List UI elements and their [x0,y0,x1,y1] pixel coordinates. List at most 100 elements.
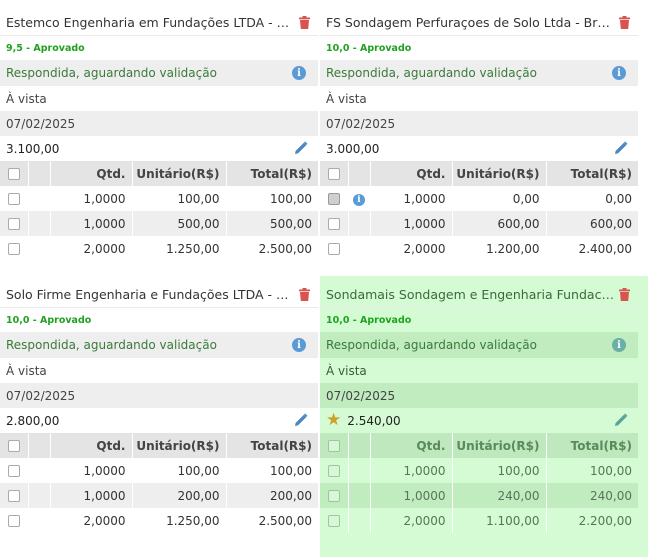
total-price: 2.540,00 [347,413,401,428]
header-total[interactable]: Total(R$) [570,166,632,181]
item-total: 2.500,00 [258,241,312,256]
proposal-date: 07/02/2025 [320,383,638,408]
header-total[interactable]: Total(R$) [250,438,312,453]
table-row: 1,0000 200,00 200,00 [0,483,318,508]
row-checkbox[interactable] [0,236,29,261]
item-total: 100,00 [270,463,312,478]
price-row: ★ 2.540,00 [320,408,638,433]
grade-badge: 9,5 - Aprovado [6,42,85,54]
row-checkbox[interactable] [0,211,29,236]
header-unit[interactable]: Unitário(R$) [452,433,547,458]
payment-terms: À vista [326,91,367,106]
header-unit[interactable]: Unitário(R$) [452,161,547,186]
proposal-date: 07/02/2025 [0,383,318,408]
row-checkbox[interactable] [320,236,349,261]
header-total[interactable]: Total(R$) [570,438,632,453]
pencil-icon[interactable] [294,140,310,157]
table-row: 2,0000 1.250,00 2.500,00 [0,236,318,261]
item-qtd: 1,0000 [370,483,453,508]
proposal-card-winner: Sondamais Sondagem e Engenharia Fundacoe… [320,276,648,557]
table-row: 1,0000 100,00 100,00 [320,458,638,483]
item-unit: 1.250,00 [132,508,227,533]
item-qtd: 1,0000 [370,458,453,483]
item-total: 2.400,00 [578,241,632,256]
select-all-checkbox[interactable] [0,161,29,186]
row-checkbox[interactable] [0,186,29,211]
table-row: 2,0000 1.100,00 2.200,00 [320,508,638,533]
status-row: Respondida, aguardando validação i [320,332,638,358]
proposal-card: FS Sondagem Perfuraçoes de Solo Ltda - B… [320,10,638,261]
trash-icon[interactable] [296,287,312,303]
item-total: 0,00 [605,191,632,206]
status-row: Respondida, aguardando validação i [320,60,638,86]
header-unit[interactable]: Unitário(R$) [132,161,227,186]
status-text: Respondida, aguardando validação [326,66,537,80]
item-total: 2.200,00 [578,513,632,528]
price-row: 3.100,00 [0,136,318,161]
items-table: Qtd. Unitário(R$) Total(R$) i 1,0000 0,0… [320,161,638,261]
price-row: 3.000,00 [320,136,638,161]
info-icon[interactable]: i [612,66,626,80]
items-table: Qtd. Unitário(R$) Total(R$) 1,0000 100,0… [0,161,318,261]
header-unit[interactable]: Unitário(R$) [132,433,227,458]
trash-icon[interactable] [616,15,632,31]
item-unit: 100,00 [132,186,227,211]
header-qtd[interactable]: Qtd. [370,161,453,186]
info-icon[interactable]: i [292,338,306,352]
item-unit: 0,00 [452,186,547,211]
info-icon[interactable]: i [353,194,365,206]
item-total: 100,00 [590,463,632,478]
item-qtd: 1,0000 [50,211,133,236]
supplier-name: FS Sondagem Perfuraçoes de Solo Ltda - B… [326,15,616,30]
proposal-date: 07/02/2025 [320,111,638,136]
select-all-checkbox[interactable] [320,433,349,458]
table-row: 2,0000 1.200,00 2.400,00 [320,236,638,261]
item-unit: 500,00 [132,211,227,236]
header-qtd[interactable]: Qtd. [50,161,133,186]
proposal-card: Estemco Engenharia em Fundações LTDA - G… [0,10,318,261]
row-checkbox[interactable] [0,508,29,533]
pencil-icon[interactable] [294,412,310,429]
row-checkbox[interactable] [320,483,349,508]
header-qtd[interactable]: Qtd. [50,433,133,458]
item-unit: 1.250,00 [132,236,227,261]
item-qtd: 1,0000 [370,186,453,211]
proposal-header: FS Sondagem Perfuraçoes de Solo Ltda - B… [320,10,638,36]
status-text: Respondida, aguardando validação [326,338,537,352]
trash-icon[interactable] [296,15,312,31]
row-checkbox [320,186,349,211]
row-checkbox[interactable] [320,508,349,533]
pencil-icon[interactable] [614,412,630,429]
item-total: 500,00 [270,216,312,231]
status-row: Respondida, aguardando validação i [0,60,318,86]
supplier-name: Solo Firme Engenharia e Fundações LTDA -… [6,287,296,302]
header-qtd[interactable]: Qtd. [370,433,453,458]
proposal-header: Sondamais Sondagem e Engenharia Fundacoe… [320,282,638,308]
table-row: 2,0000 1.250,00 2.500,00 [0,508,318,533]
item-unit: 1.200,00 [452,236,547,261]
row-checkbox[interactable] [320,458,349,483]
proposal-header: Estemco Engenharia em Fundações LTDA - G… [0,10,318,36]
item-qtd: 2,0000 [370,508,453,533]
proposal-date: 07/02/2025 [0,111,318,136]
item-total: 2.500,00 [258,513,312,528]
header-total[interactable]: Total(R$) [250,166,312,181]
info-icon[interactable]: i [612,338,626,352]
item-unit: 100,00 [452,458,547,483]
item-qtd: 1,0000 [370,211,453,236]
item-total: 100,00 [270,191,312,206]
supplier-name: Sondamais Sondagem e Engenharia Fundacoe… [326,287,616,302]
table-row: 1,0000 100,00 100,00 [0,186,318,211]
supplier-name: Estemco Engenharia em Fundações LTDA - G… [6,15,296,30]
row-checkbox[interactable] [320,211,349,236]
select-all-checkbox[interactable] [320,161,349,186]
row-checkbox[interactable] [0,483,29,508]
item-unit: 1.100,00 [452,508,547,533]
trash-icon[interactable] [616,287,632,303]
pencil-icon[interactable] [614,140,630,157]
row-checkbox[interactable] [0,458,29,483]
info-icon[interactable]: i [292,66,306,80]
item-qtd: 2,0000 [370,236,453,261]
select-all-checkbox[interactable] [0,433,29,458]
price-row: 2.800,00 [0,408,318,433]
